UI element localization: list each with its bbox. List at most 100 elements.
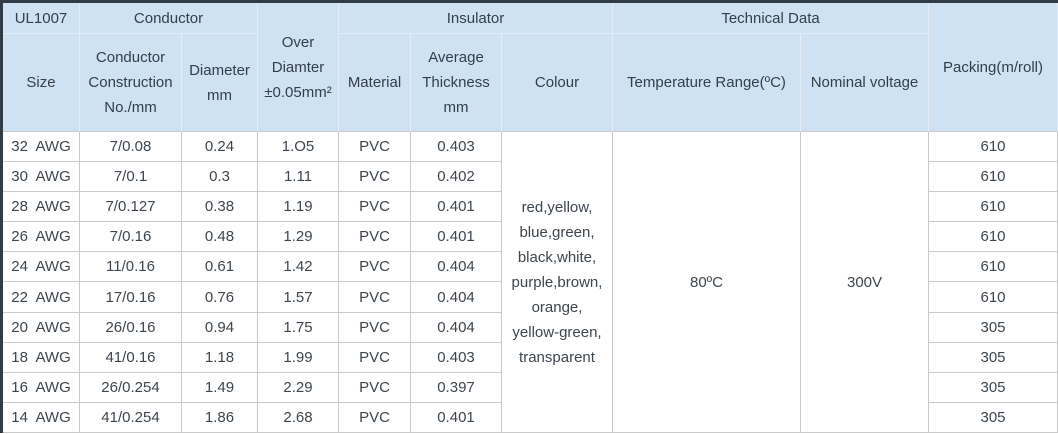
header-temperature-range: Temperature Range(ºC) xyxy=(613,34,801,132)
cell-diameter: 1.86 xyxy=(182,402,258,433)
cell-over-diameter: 1.29 xyxy=(258,222,339,253)
cell-packing: 610 xyxy=(929,192,1058,223)
cell-size: 30 AWG xyxy=(3,162,80,193)
cell-diameter: 0.38 xyxy=(182,192,258,223)
cell-diameter: 0.24 xyxy=(182,132,258,163)
table-row: 20 AWG 26/0.16 0.94 1.75 PVC 0.404 305 xyxy=(3,312,1058,343)
cell-material: PVC xyxy=(339,162,411,193)
header-ul1007: UL1007 xyxy=(3,3,80,34)
cell-size: 18 AWG xyxy=(3,342,80,373)
table-row: 30 AWG 7/0.1 0.3 1.11 PVC 0.402 610 xyxy=(3,162,1058,193)
header-conductor-construction: Conductor Construction No./mm xyxy=(80,34,182,132)
cell-diameter: 0.61 xyxy=(182,252,258,283)
cell-construction: 26/0.254 xyxy=(80,372,182,403)
header-conductor-group: Conductor xyxy=(80,3,258,34)
cell-material: PVC xyxy=(339,282,411,313)
header-group-row: UL1007 Conductor Over Diamter ±0.05mm² I… xyxy=(3,3,1058,132)
cell-packing: 610 xyxy=(929,162,1058,193)
header-column-row: Size Conductor Construction No./mm Diame… xyxy=(3,34,1058,132)
cell-thickness: 0.402 xyxy=(411,162,502,193)
cell-packing: 305 xyxy=(929,402,1058,433)
cell-diameter: 0.76 xyxy=(182,282,258,313)
cell-construction: 11/0.16 xyxy=(80,252,182,283)
cell-diameter: 0.48 xyxy=(182,222,258,253)
header-packing: Packing(m/roll) xyxy=(929,3,1058,132)
cell-size: 26 AWG xyxy=(3,222,80,253)
cell-over-diameter: 2.68 xyxy=(258,402,339,433)
cell-thickness: 0.401 xyxy=(411,192,502,223)
cell-size: 24 AWG xyxy=(3,252,80,283)
cell-thickness: 0.403 xyxy=(411,342,502,373)
cell-packing: 305 xyxy=(929,342,1058,373)
cell-over-diameter: 1.42 xyxy=(258,252,339,283)
cell-diameter: 0.3 xyxy=(182,162,258,193)
table-row: 28 AWG 7/0.127 0.38 1.19 PVC 0.401 610 xyxy=(3,192,1058,223)
cell-packing: 610 xyxy=(929,132,1058,163)
table-row: 16 AWG 26/0.254 1.49 2.29 PVC 0.397 305 xyxy=(3,372,1058,403)
cell-colour-merged: red,yellow, blue,green, black,white, pur… xyxy=(502,132,613,433)
cell-packing: 305 xyxy=(929,372,1058,403)
cell-over-diameter: 1.57 xyxy=(258,282,339,313)
table-row: 18 AWG 41/0.16 1.18 1.99 PVC 0.403 305 xyxy=(3,342,1058,373)
cell-thickness: 0.403 xyxy=(411,132,502,163)
header-insulator-group: Insulator xyxy=(339,3,613,34)
cell-thickness: 0.404 xyxy=(411,312,502,343)
header-colour: Colour xyxy=(502,34,613,132)
table-row: 24 AWG 11/0.16 0.61 1.42 PVC 0.404 610 xyxy=(3,252,1058,283)
cell-size: 20 AWG xyxy=(3,312,80,343)
cell-construction: 7/0.127 xyxy=(80,192,182,223)
cell-diameter: 1.18 xyxy=(182,342,258,373)
cell-packing: 610 xyxy=(929,252,1058,283)
table-row: 26 AWG 7/0.16 0.48 1.29 PVC 0.401 610 xyxy=(3,222,1058,253)
cell-over-diameter: 1.19 xyxy=(258,192,339,223)
cell-construction: 26/0.16 xyxy=(80,312,182,343)
cell-over-diameter: 1.O5 xyxy=(258,132,339,163)
cell-temperature-merged: 80ºC xyxy=(613,132,801,433)
table-row: 14 AWG 41/0.254 1.86 2.68 PVC 0.401 305 xyxy=(3,402,1058,433)
header-nominal-voltage: Nominal voltage xyxy=(801,34,930,132)
cell-size: 22 AWG xyxy=(3,282,80,313)
cell-thickness: 0.401 xyxy=(411,402,502,433)
table-row: 22 AWG 17/0.16 0.76 1.57 PVC 0.404 610 xyxy=(3,282,1058,313)
cell-material: PVC xyxy=(339,402,411,433)
cell-packing: 305 xyxy=(929,312,1058,343)
cell-construction: 7/0.1 xyxy=(80,162,182,193)
cell-material: PVC xyxy=(339,192,411,223)
cell-size: 14 AWG xyxy=(3,402,80,433)
cell-packing: 610 xyxy=(929,282,1058,313)
cell-construction: 7/0.16 xyxy=(80,222,182,253)
cell-size: 32 AWG xyxy=(3,132,80,163)
header-technical-data-group: Technical Data xyxy=(613,3,930,34)
cell-construction: 7/0.08 xyxy=(80,132,182,163)
cell-packing: 610 xyxy=(929,222,1058,253)
cell-construction: 17/0.16 xyxy=(80,282,182,313)
cell-diameter: 1.49 xyxy=(182,372,258,403)
spec-table: UL1007 Conductor Over Diamter ±0.05mm² I… xyxy=(3,3,1058,433)
header-diameter: Diameter mm xyxy=(182,34,258,132)
cell-size: 28 AWG xyxy=(3,192,80,223)
cell-material: PVC xyxy=(339,252,411,283)
header-material: Material xyxy=(339,34,411,132)
cell-size: 16 AWG xyxy=(3,372,80,403)
header-over-diameter: Over Diamter ±0.05mm² xyxy=(258,3,339,132)
cell-over-diameter: 1.75 xyxy=(258,312,339,343)
table-row: 32 AWG 7/0.08 0.24 1.O5 PVC 0.403 red,ye… xyxy=(3,132,1058,433)
cell-material: PVC xyxy=(339,312,411,343)
cell-diameter: 0.94 xyxy=(182,312,258,343)
cell-material: PVC xyxy=(339,222,411,253)
cell-material: PVC xyxy=(339,132,411,163)
cell-thickness: 0.404 xyxy=(411,282,502,313)
cell-over-diameter: 1.99 xyxy=(258,342,339,373)
cell-thickness: 0.401 xyxy=(411,222,502,253)
cell-construction: 41/0.254 xyxy=(80,402,182,433)
cell-thickness: 0.397 xyxy=(411,372,502,403)
cell-voltage-merged: 300V xyxy=(801,132,930,433)
cell-material: PVC xyxy=(339,342,411,373)
cell-over-diameter: 2.29 xyxy=(258,372,339,403)
header-avg-thickness: Average Thickness mm xyxy=(411,34,502,132)
cell-thickness: 0.404 xyxy=(411,252,502,283)
cell-construction: 41/0.16 xyxy=(80,342,182,373)
cell-over-diameter: 1.11 xyxy=(258,162,339,193)
cell-material: PVC xyxy=(339,372,411,403)
